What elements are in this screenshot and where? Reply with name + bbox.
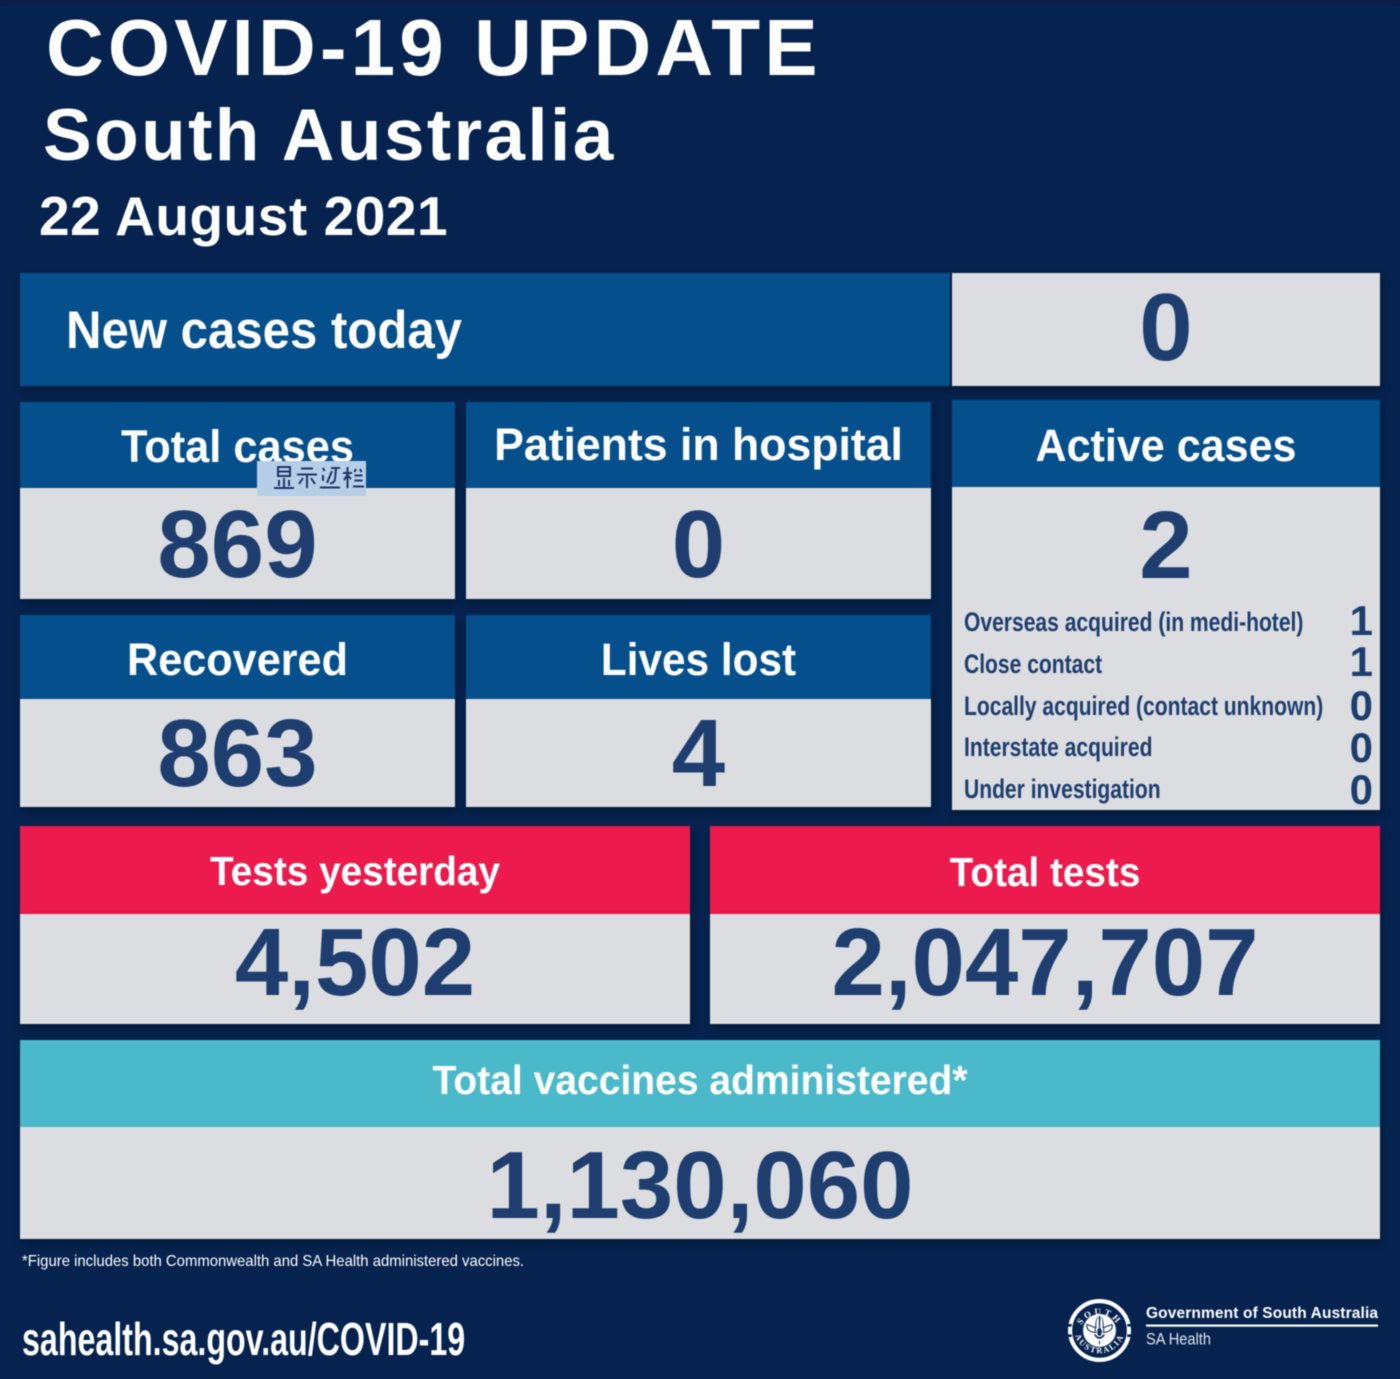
svg-text:Government of South Australia: Government of South Australia bbox=[1146, 1305, 1378, 1322]
svg-text:SA Health: SA Health bbox=[1146, 1330, 1211, 1349]
